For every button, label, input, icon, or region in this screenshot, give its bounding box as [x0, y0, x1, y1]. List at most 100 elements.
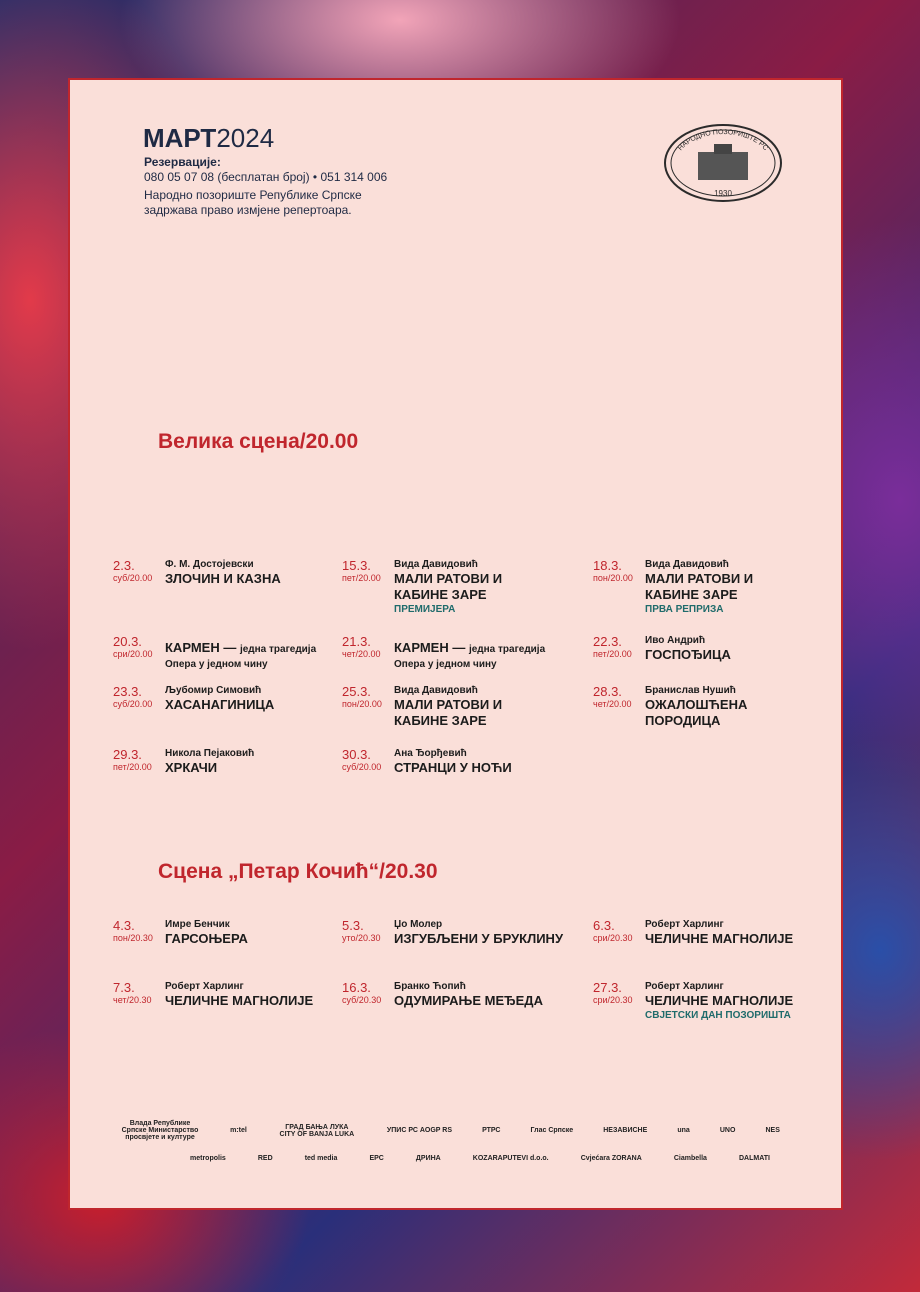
event-author: Роберт Харлинг: [165, 981, 244, 992]
sponsor-logo: РТРС: [482, 1127, 501, 1134]
event-body: Бранко Ћопић ОДУМИРАЊЕ МЕЂЕДА: [394, 980, 579, 1009]
sponsor-logo: ДРИНА: [415, 1155, 441, 1162]
event-author: Бранислав Нушић: [645, 685, 736, 696]
event-title-text: ГОСПОЂИЦА: [645, 647, 731, 662]
event-date: 21.3.: [342, 634, 371, 649]
event-note: ПРЕМИЈЕРА: [394, 604, 456, 615]
sponsor-logo: ГРАД БАЊА ЛУКА CITY OF BANJA LUKA: [279, 1123, 355, 1138]
sponsor-logo: ted media: [304, 1155, 338, 1162]
event-title: ГАРСОЊЕРА: [165, 931, 350, 947]
event-author: Вида Давидовић: [394, 685, 478, 696]
event-title-text: МАЛИ РАТОВИ И КАБИНЕ ЗАРЕ: [645, 571, 754, 602]
event-title-text: МАЛИ РАТОВИ И КАБИНЕ ЗАРЕ: [394, 571, 503, 602]
event-title-text: ХРКАЧИ: [165, 760, 218, 775]
event-title: ХРКАЧИ: [165, 760, 315, 776]
event-date: 16.3.: [342, 980, 371, 995]
sponsor-logo: m:tel: [230, 1127, 247, 1134]
event-title-suffix: једна трагедија: [239, 644, 317, 655]
event-title-text: ЗЛОЧИН И КАЗНА: [165, 571, 281, 586]
sponsor-logo: RED: [257, 1155, 273, 1162]
event-date: 4.3.: [113, 918, 135, 933]
event-title: КАРМЕН — једна трагедија: [165, 640, 350, 658]
theatre-logo: НАРОДНО ПОЗОРИШТЕ РС 1930: [664, 124, 782, 202]
event-title: ЗЛОЧИН И КАЗНА: [165, 571, 315, 587]
event-day-time: чет/20.00: [342, 649, 381, 659]
event-note: ПРВА РЕПРИЗА: [645, 604, 724, 615]
event-date: 2.3.: [113, 558, 135, 573]
event-title: ЧЕЛИЧНЕ МАГНОЛИЈЕ: [645, 993, 830, 1009]
event-title: ИЗГУБЉЕНИ У БРУКЛИНУ: [394, 931, 579, 947]
event-title: МАЛИ РАТОВИ И КАБИНЕ ЗАРЕ: [394, 697, 544, 729]
event-body: Роберт Харлинг ЧЕЛИЧНЕ МАГНОЛИЈЕ СВЈЕТСКИ …: [645, 980, 830, 1022]
event-day-time: чет/20.30: [113, 995, 152, 1005]
event-genre: Опера у једном чину: [165, 659, 268, 670]
event-author: Иво Андрић: [645, 635, 706, 646]
event-body: Роберт Харлинг ЧЕЛИЧНЕ МАГНОЛИЈЕ: [165, 980, 350, 1009]
event-date: 7.3.: [113, 980, 135, 995]
event-day-time: сри/20.30: [593, 995, 633, 1005]
event-date: 29.3.: [113, 747, 142, 762]
note-line: задржава право измјене репертоара.: [144, 203, 352, 217]
event-title: КАРМЕН — једна трагедија: [394, 640, 579, 658]
event-date: 5.3.: [342, 918, 364, 933]
event-body: Роберт Харлинг ЧЕЛИЧНЕ МАГНОЛИЈЕ: [645, 918, 830, 947]
reservations-label: Резервације:: [144, 155, 221, 169]
logo-building: [698, 152, 748, 180]
logo-ring: [664, 124, 782, 202]
sponsor-logo: una: [677, 1127, 690, 1134]
event-day-time: суб/20.00: [342, 762, 382, 772]
event-title: МАЛИ РАТОВИ И КАБИНЕ ЗАРЕ: [394, 571, 544, 603]
sponsor-logo: DALMATI: [738, 1155, 770, 1162]
event-day-time: пет/20.00: [593, 649, 632, 659]
sponsor-row: Влада Републике Српске Министарство прос…: [120, 1120, 780, 1141]
poster-panel: [68, 78, 843, 1210]
event-author: Имре Бенчик: [165, 919, 230, 930]
event-day-time: пет/20.00: [342, 573, 381, 583]
section-title: Велика сцена/20.00: [158, 430, 359, 453]
sponsor-row: metropolis RED ted media EPC ДРИНА KOZARAPUTE…: [190, 1155, 770, 1162]
event-author: Роберт Харлинг: [645, 981, 724, 992]
event-date: 20.3.: [113, 634, 142, 649]
sponsor-logo: Cvjećara ZORANA: [580, 1155, 642, 1162]
event-title-text: ЧЕЛИЧНЕ МАГНОЛИЈЕ: [645, 993, 794, 1008]
event-day-time: пон/20.00: [593, 573, 633, 583]
event-body: Имре Бенчик ГАРСОЊЕРА: [165, 918, 350, 947]
event-day-time: сри/20.00: [113, 649, 153, 659]
event-title-text: ИЗГУБЉЕНИ У БРУКЛИНУ: [394, 931, 564, 946]
event-title-text: СТРАНЦИ У НОЋИ: [394, 760, 512, 775]
event-body: Иво Андрић ГОСПОЂИЦА: [645, 634, 830, 663]
event-date: 28.3.: [593, 684, 622, 699]
sponsor-logo: NES: [765, 1127, 780, 1134]
event-body: Никола Пејаковић ХРКАЧИ: [165, 747, 350, 776]
event-title: ЧЕЛИЧНЕ МАГНОЛИЈЕ: [165, 993, 350, 1009]
event-body: Вида Давидовић МАЛИ РАТОВИ И КАБИНЕ ЗАРЕ П…: [645, 558, 830, 616]
sponsor-logo: Ciambella: [673, 1155, 707, 1162]
event-title-text: ГАРСОЊЕРА: [165, 931, 248, 946]
event-title-text: ОЖАЛОШЋЕНА ПОРОДИЦА: [645, 697, 748, 728]
month: МАРТ: [143, 123, 217, 153]
event-date: 18.3.: [593, 558, 622, 573]
event-body: Вида Давидовић МАЛИ РАТОВИ И КАБИНЕ ЗАРЕ П…: [394, 558, 579, 616]
event-title-suffix: једна трагедија: [468, 644, 546, 655]
event-title: СТРАНЦИ У НОЋИ: [394, 760, 544, 776]
event-author: Џо Молер: [394, 919, 443, 930]
event-author: Бранко Ћопић: [394, 981, 466, 992]
event-date: 23.3.: [113, 684, 142, 699]
phones: 080 05 07 08 (бесплатан број) • 051 314 …: [144, 170, 388, 184]
month-year: МАРТ2024: [143, 123, 274, 154]
event-day-time: суб/20.00: [113, 573, 153, 583]
sponsor-logo: KOZARAPUTEVI d.o.o.: [472, 1155, 549, 1162]
sponsor-logo: НЕЗАВИСНЕ: [603, 1127, 648, 1134]
sponsor-logo: metropolis: [190, 1155, 226, 1162]
event-day-time: уто/20.30: [342, 933, 381, 943]
event-body: Вида Давидовић МАЛИ РАТОВИ И КАБИНЕ ЗАРЕ: [394, 684, 579, 729]
event-author: Вида Давидовић: [645, 559, 729, 570]
note-line: Народно позориште Републике Српске: [144, 188, 362, 202]
event-date: 22.3.: [593, 634, 622, 649]
event-title-text: ЧЕЛИЧНЕ МАГНОЛИЈЕ: [645, 931, 794, 946]
event-date: 15.3.: [342, 558, 371, 573]
event-body: Бранислав Нушић ОЖАЛОШЋЕНА ПОРОДИЦА: [645, 684, 830, 729]
event-title-text: ХАСАНАГИНИЦА: [165, 697, 275, 712]
event-body: Џо Молер ИЗГУБЉЕНИ У БРУКЛИНУ: [394, 918, 579, 947]
